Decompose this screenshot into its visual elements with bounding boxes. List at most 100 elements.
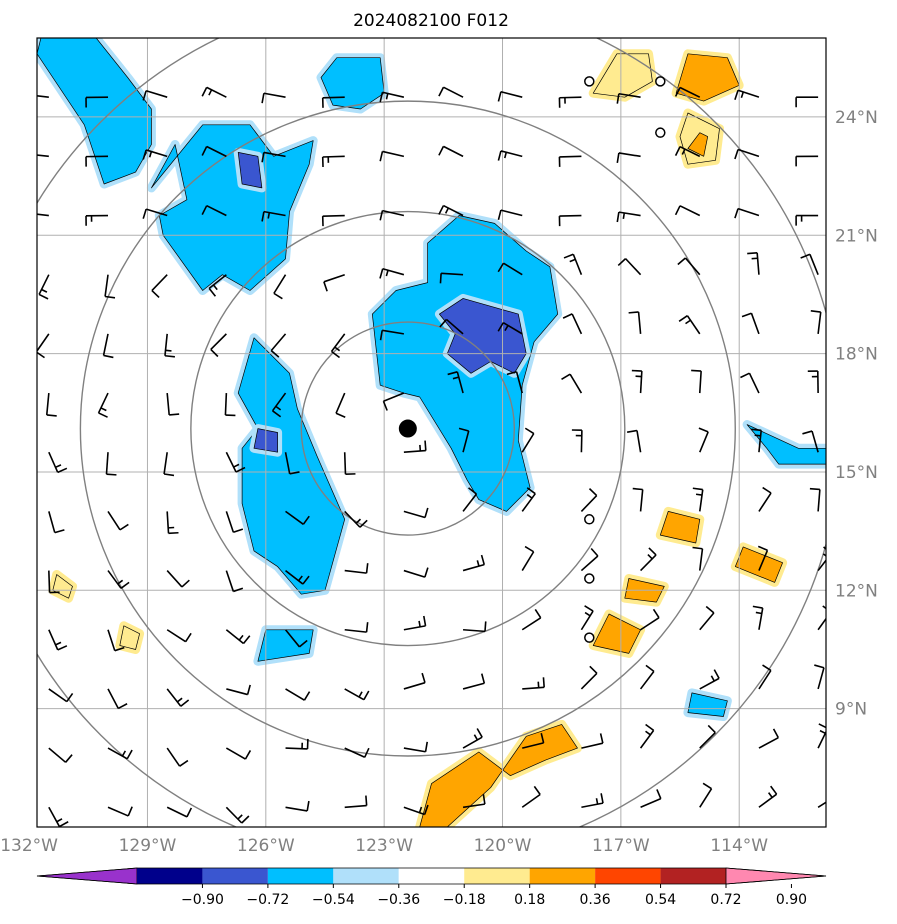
wind-barb-170: [142, 90, 168, 101]
wind-barb-106: [506, 371, 524, 394]
wind-barb-56: [48, 570, 60, 594]
colorbar-segment-7: [595, 868, 661, 884]
wind-barb-62: [403, 567, 429, 578]
region-1: [320, 57, 385, 110]
wind-barb-1: [107, 806, 133, 817]
wind-barb-43: [107, 629, 125, 652]
wind-barb-68: [757, 545, 769, 571]
wind-barb-20: [403, 741, 429, 753]
wind-barb-97: [802, 430, 819, 453]
wind-barb-22: [522, 732, 545, 749]
wind-barb-13: [817, 801, 826, 808]
wind-barb-131: [323, 273, 345, 292]
wind-barb-48: [403, 615, 427, 631]
colorbar-tick-label-0: −0.90: [181, 892, 224, 908]
wind-barb-83: [809, 487, 821, 512]
wind-barb-91: [458, 427, 470, 453]
wind-barb-133: [439, 272, 464, 284]
wind-barb-31: [226, 684, 251, 696]
range-ring-1: [300, 321, 516, 536]
region-21: [119, 625, 140, 650]
wind-barb-137: [677, 257, 701, 276]
wind-barb-135: [563, 253, 583, 275]
lon-tick-label-2: 126°W: [237, 836, 295, 856]
colorbar-tick-label-5: 0.18: [514, 892, 545, 908]
wind-barb-171: [201, 86, 227, 98]
wind-barb-158: [261, 151, 286, 163]
wind-barb-112: [37, 333, 50, 359]
calm-marker-1: [655, 76, 666, 87]
wind-barb-44: [166, 629, 192, 643]
wind-barb-66: [640, 547, 657, 572]
lon-tick-label-3: 123°W: [355, 836, 413, 856]
wind-barb-32: [285, 688, 311, 701]
wind-barb-34: [403, 672, 426, 690]
wind-barb-73: [225, 511, 244, 534]
shaded-regions: [37, 38, 826, 827]
region-5: [439, 298, 527, 374]
wind-barb-72: [166, 511, 179, 535]
wind-barb-15: [107, 747, 133, 760]
wind-barb-4: [285, 800, 310, 812]
wind-barb-10: [640, 789, 662, 809]
wind-barb-172: [261, 92, 286, 104]
wind-barb-74: [285, 510, 310, 525]
wind-barb-21: [462, 728, 483, 749]
colorbar-segment-4: [398, 868, 465, 884]
colorbar-tick-label-4: −0.18: [443, 892, 486, 908]
colorbar-segment-2: [267, 868, 334, 884]
wind-barb-163: [558, 155, 582, 167]
wind-barb-121: [562, 313, 583, 335]
colorbar-outline: [36, 867, 827, 885]
wind-barb-14: [48, 747, 73, 763]
region-11: [592, 53, 653, 98]
wind-barb-27: [817, 723, 826, 749]
wind-barb-161: [438, 145, 464, 158]
wind-barb-71: [107, 510, 129, 531]
wind-barb-139: [800, 253, 819, 275]
region-10: [687, 692, 728, 717]
wind-barb-78: [521, 487, 536, 512]
region-15: [659, 511, 701, 544]
colorbar-extend-low: [36, 867, 138, 885]
wind-barb-127: [104, 274, 116, 299]
wind-barb-64: [521, 545, 535, 571]
storm-center-marker: [398, 419, 417, 438]
wind-barb-6: [403, 804, 429, 816]
wind-barb-51: [580, 605, 594, 631]
plot-area: [36, 37, 827, 828]
plot-frame: [36, 37, 827, 828]
colorbar-tick-label-3: −0.36: [377, 892, 420, 908]
wind-barb-25: [699, 724, 716, 749]
wind-barb-141: [85, 214, 109, 226]
wind-barb-16: [166, 747, 189, 767]
wind-barb-126: [38, 274, 50, 300]
wind-barb-154: [37, 154, 49, 158]
wind-barb-46: [284, 629, 308, 648]
lat-tick-label-0: 9°N: [835, 700, 867, 720]
wind-barb-100: [166, 392, 180, 416]
wind-barb-173: [321, 96, 345, 108]
wind-barb-12: [758, 785, 778, 808]
wind-barb-58: [166, 570, 190, 588]
wind-barb-75: [344, 510, 368, 528]
wind-barb-149: [558, 214, 582, 227]
wind-barb-144: [261, 210, 286, 222]
wind-barb-177: [558, 96, 582, 108]
wind-barb-33: [344, 688, 370, 701]
wind-barb-157: [201, 145, 227, 158]
wind-barb-47: [344, 622, 369, 633]
lon-tick-label-6: 114°W: [710, 836, 768, 856]
wind-barb-9: [581, 793, 604, 809]
region-3: [237, 152, 263, 189]
wind-barb-39: [699, 669, 720, 690]
lat-tick-label-3: 18°N: [835, 345, 878, 365]
wind-barb-3: [225, 806, 250, 824]
wind-barb-180: [734, 89, 760, 101]
wind-barb-95: [698, 427, 709, 453]
wind-barb-89: [343, 452, 356, 476]
colorbar-segment-8: [660, 868, 726, 884]
range-rings: [37, 38, 826, 827]
wind-barb-181: [795, 96, 819, 108]
